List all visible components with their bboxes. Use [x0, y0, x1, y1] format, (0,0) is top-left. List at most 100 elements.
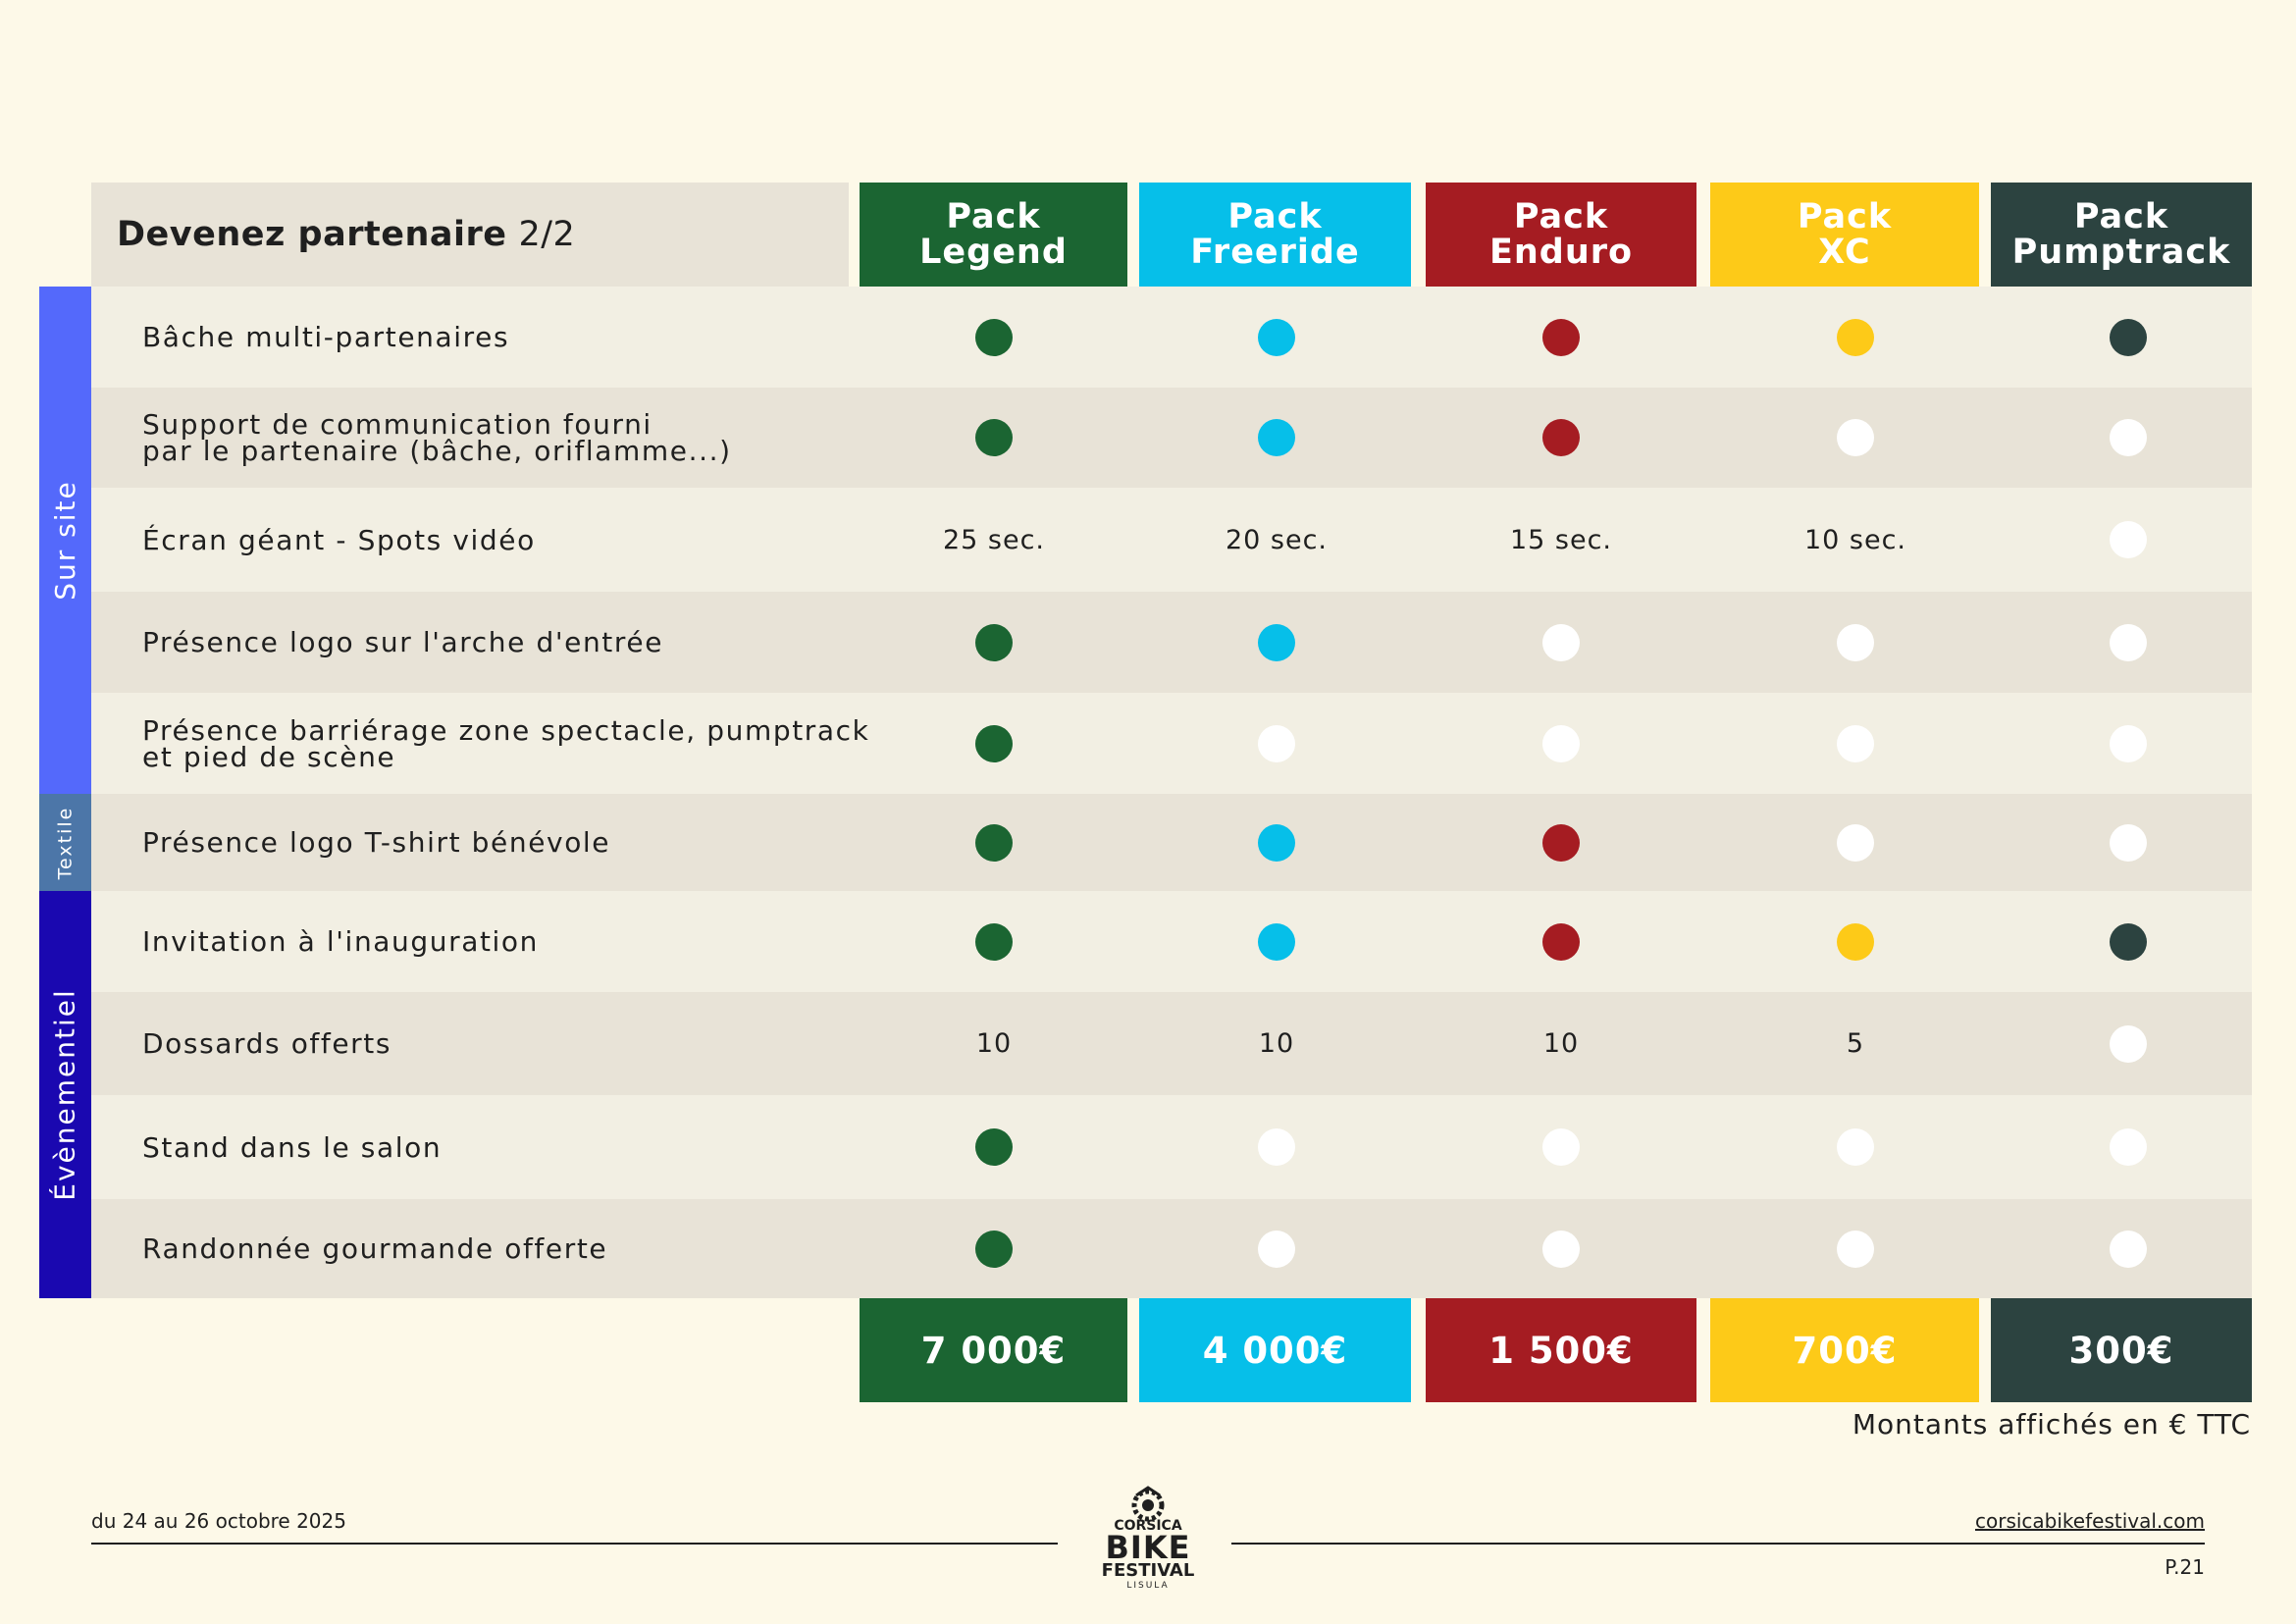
not-included-dot — [1542, 1230, 1580, 1268]
pack-header-xc: Pack XC — [1710, 183, 1979, 287]
row-cell — [1198, 388, 1355, 488]
cell-value: 10 — [1258, 1028, 1295, 1059]
row-cell — [1777, 794, 1934, 891]
row-cell — [1777, 693, 1934, 794]
row-cell — [2050, 592, 2207, 693]
included-dot — [1837, 922, 1874, 961]
row-cell — [2050, 992, 2207, 1095]
row-label: Dossards offerts — [142, 992, 391, 1095]
table-row: Présence barriérage zone spectacle, pump… — [91, 693, 2252, 794]
not-included-dot — [2110, 724, 2147, 762]
row-label-line: Présence logo sur l'arche d'entrée — [142, 626, 664, 658]
row-label: Invitation à l'inauguration — [142, 891, 539, 992]
not-included-dot — [1837, 823, 1874, 862]
included-dot — [975, 318, 1013, 356]
row-cell — [1483, 1095, 1640, 1199]
cell-value: 10 — [975, 1028, 1013, 1059]
row-label-line: Bâche multi-partenaires — [142, 321, 510, 353]
row-label: Randonnée gourmande offerte — [142, 1199, 607, 1298]
row-label-line: Stand dans le salon — [142, 1130, 443, 1164]
table-row: Présence logo sur l'arche d'entrée — [91, 592, 2252, 693]
not-included-dot — [2110, 623, 2147, 661]
row-cell: 10 — [1198, 992, 1355, 1095]
row-cell — [2050, 488, 2207, 592]
row-label: Écran géant - Spots vidéo — [142, 488, 536, 592]
table-row: Bâche multi-partenaires — [91, 287, 2252, 388]
pack-header-enduro: Pack Enduro — [1426, 183, 1696, 287]
row-cell: 20 sec. — [1198, 488, 1355, 592]
table-title: Devenez partenaire 2/2 — [91, 183, 849, 287]
row-cell — [2050, 794, 2207, 891]
row-cell — [1483, 287, 1640, 388]
row-cell — [1198, 592, 1355, 693]
row-cell: 10 — [1483, 992, 1640, 1095]
not-included-dot — [2110, 1230, 2147, 1268]
included-dot — [975, 623, 1013, 661]
row-label: Présence logo T-shirt bénévole — [142, 794, 610, 891]
pack-header-line2: Legend — [919, 233, 1068, 272]
row-label: Présence barriérage zone spectacle, pump… — [142, 693, 869, 794]
logo-text-3: FESTIVAL — [1101, 1560, 1195, 1581]
section-label-text: Sur site — [49, 480, 82, 601]
row-cell — [915, 891, 1072, 992]
table-row: Dossards offerts 10 10 10 5 — [91, 992, 2252, 1095]
footer-rule-left — [91, 1543, 1058, 1545]
not-included-dot — [1542, 1128, 1580, 1166]
row-cell — [1198, 1095, 1355, 1199]
row-cell — [2050, 1199, 2207, 1298]
price-enduro: 1 500€ — [1426, 1298, 1696, 1402]
row-cell — [1483, 592, 1640, 693]
pack-header-line2: Pumptrack — [2011, 233, 2231, 272]
section-label-1: Textile — [39, 794, 91, 891]
row-cell — [1777, 592, 1934, 693]
included-dot — [1258, 419, 1295, 456]
included-dot — [975, 419, 1013, 456]
row-label: Présence logo sur l'arche d'entrée — [142, 592, 663, 693]
event-dates: du 24 au 26 octobre 2025 — [91, 1509, 346, 1533]
pack-header-line1: Pack — [1797, 197, 1893, 236]
included-dot — [1542, 823, 1580, 862]
section-label-0: Sur site — [39, 287, 91, 794]
row-label-line: Support de communication fourni — [142, 408, 652, 441]
row-label: Stand dans le salon — [142, 1095, 442, 1199]
not-included-dot — [2110, 1128, 2147, 1166]
included-dot — [1258, 922, 1295, 961]
not-included-dot — [1258, 1128, 1295, 1166]
table-row: Stand dans le salon — [91, 1095, 2252, 1199]
included-dot — [2110, 922, 2147, 961]
included-dot — [975, 1128, 1013, 1166]
row-cell — [1198, 287, 1355, 388]
row-cell — [1777, 1095, 1934, 1199]
not-included-dot — [1258, 1230, 1295, 1268]
pack-header-line2: XC — [1818, 233, 1871, 272]
row-cell — [915, 287, 1072, 388]
included-dot — [1258, 623, 1295, 661]
website-link[interactable]: corsicabikefestival.com — [1975, 1509, 2205, 1533]
table-row: Écran géant - Spots vidéo 25 sec. 20 sec. 1… — [91, 488, 2252, 592]
row-cell: 10 — [915, 992, 1072, 1095]
row-cell — [1777, 1199, 1934, 1298]
row-label-line: Présence logo T-shirt bénévole — [142, 826, 611, 859]
row-cell: 25 sec. — [915, 488, 1072, 592]
not-included-dot — [2110, 1024, 2147, 1063]
row-cell — [1198, 693, 1355, 794]
cell-value: 5 — [1846, 1028, 1865, 1059]
row-cell — [1198, 1199, 1355, 1298]
title-main: Devenez partenaire — [117, 215, 507, 254]
included-dot — [975, 922, 1013, 961]
pack-header-line2: Enduro — [1488, 233, 1634, 272]
logo-text-1: CORSICA — [1114, 1518, 1182, 1534]
row-cell — [1777, 388, 1934, 488]
pack-header-line1: Pack — [2073, 197, 2169, 236]
included-dot — [975, 724, 1013, 762]
row-label-line: Randonnée gourmande offerte — [142, 1232, 608, 1265]
cell-value: 15 sec. — [1509, 524, 1613, 555]
included-dot — [2110, 318, 2147, 356]
pack-header-line1: Pack — [946, 197, 1041, 236]
included-dot — [1258, 318, 1295, 356]
row-cell — [1777, 287, 1934, 388]
bike-gear-icon — [1131, 1486, 1165, 1522]
included-dot — [1542, 419, 1580, 456]
pack-header-line2: Freeride — [1190, 233, 1360, 272]
not-included-dot — [2110, 823, 2147, 862]
